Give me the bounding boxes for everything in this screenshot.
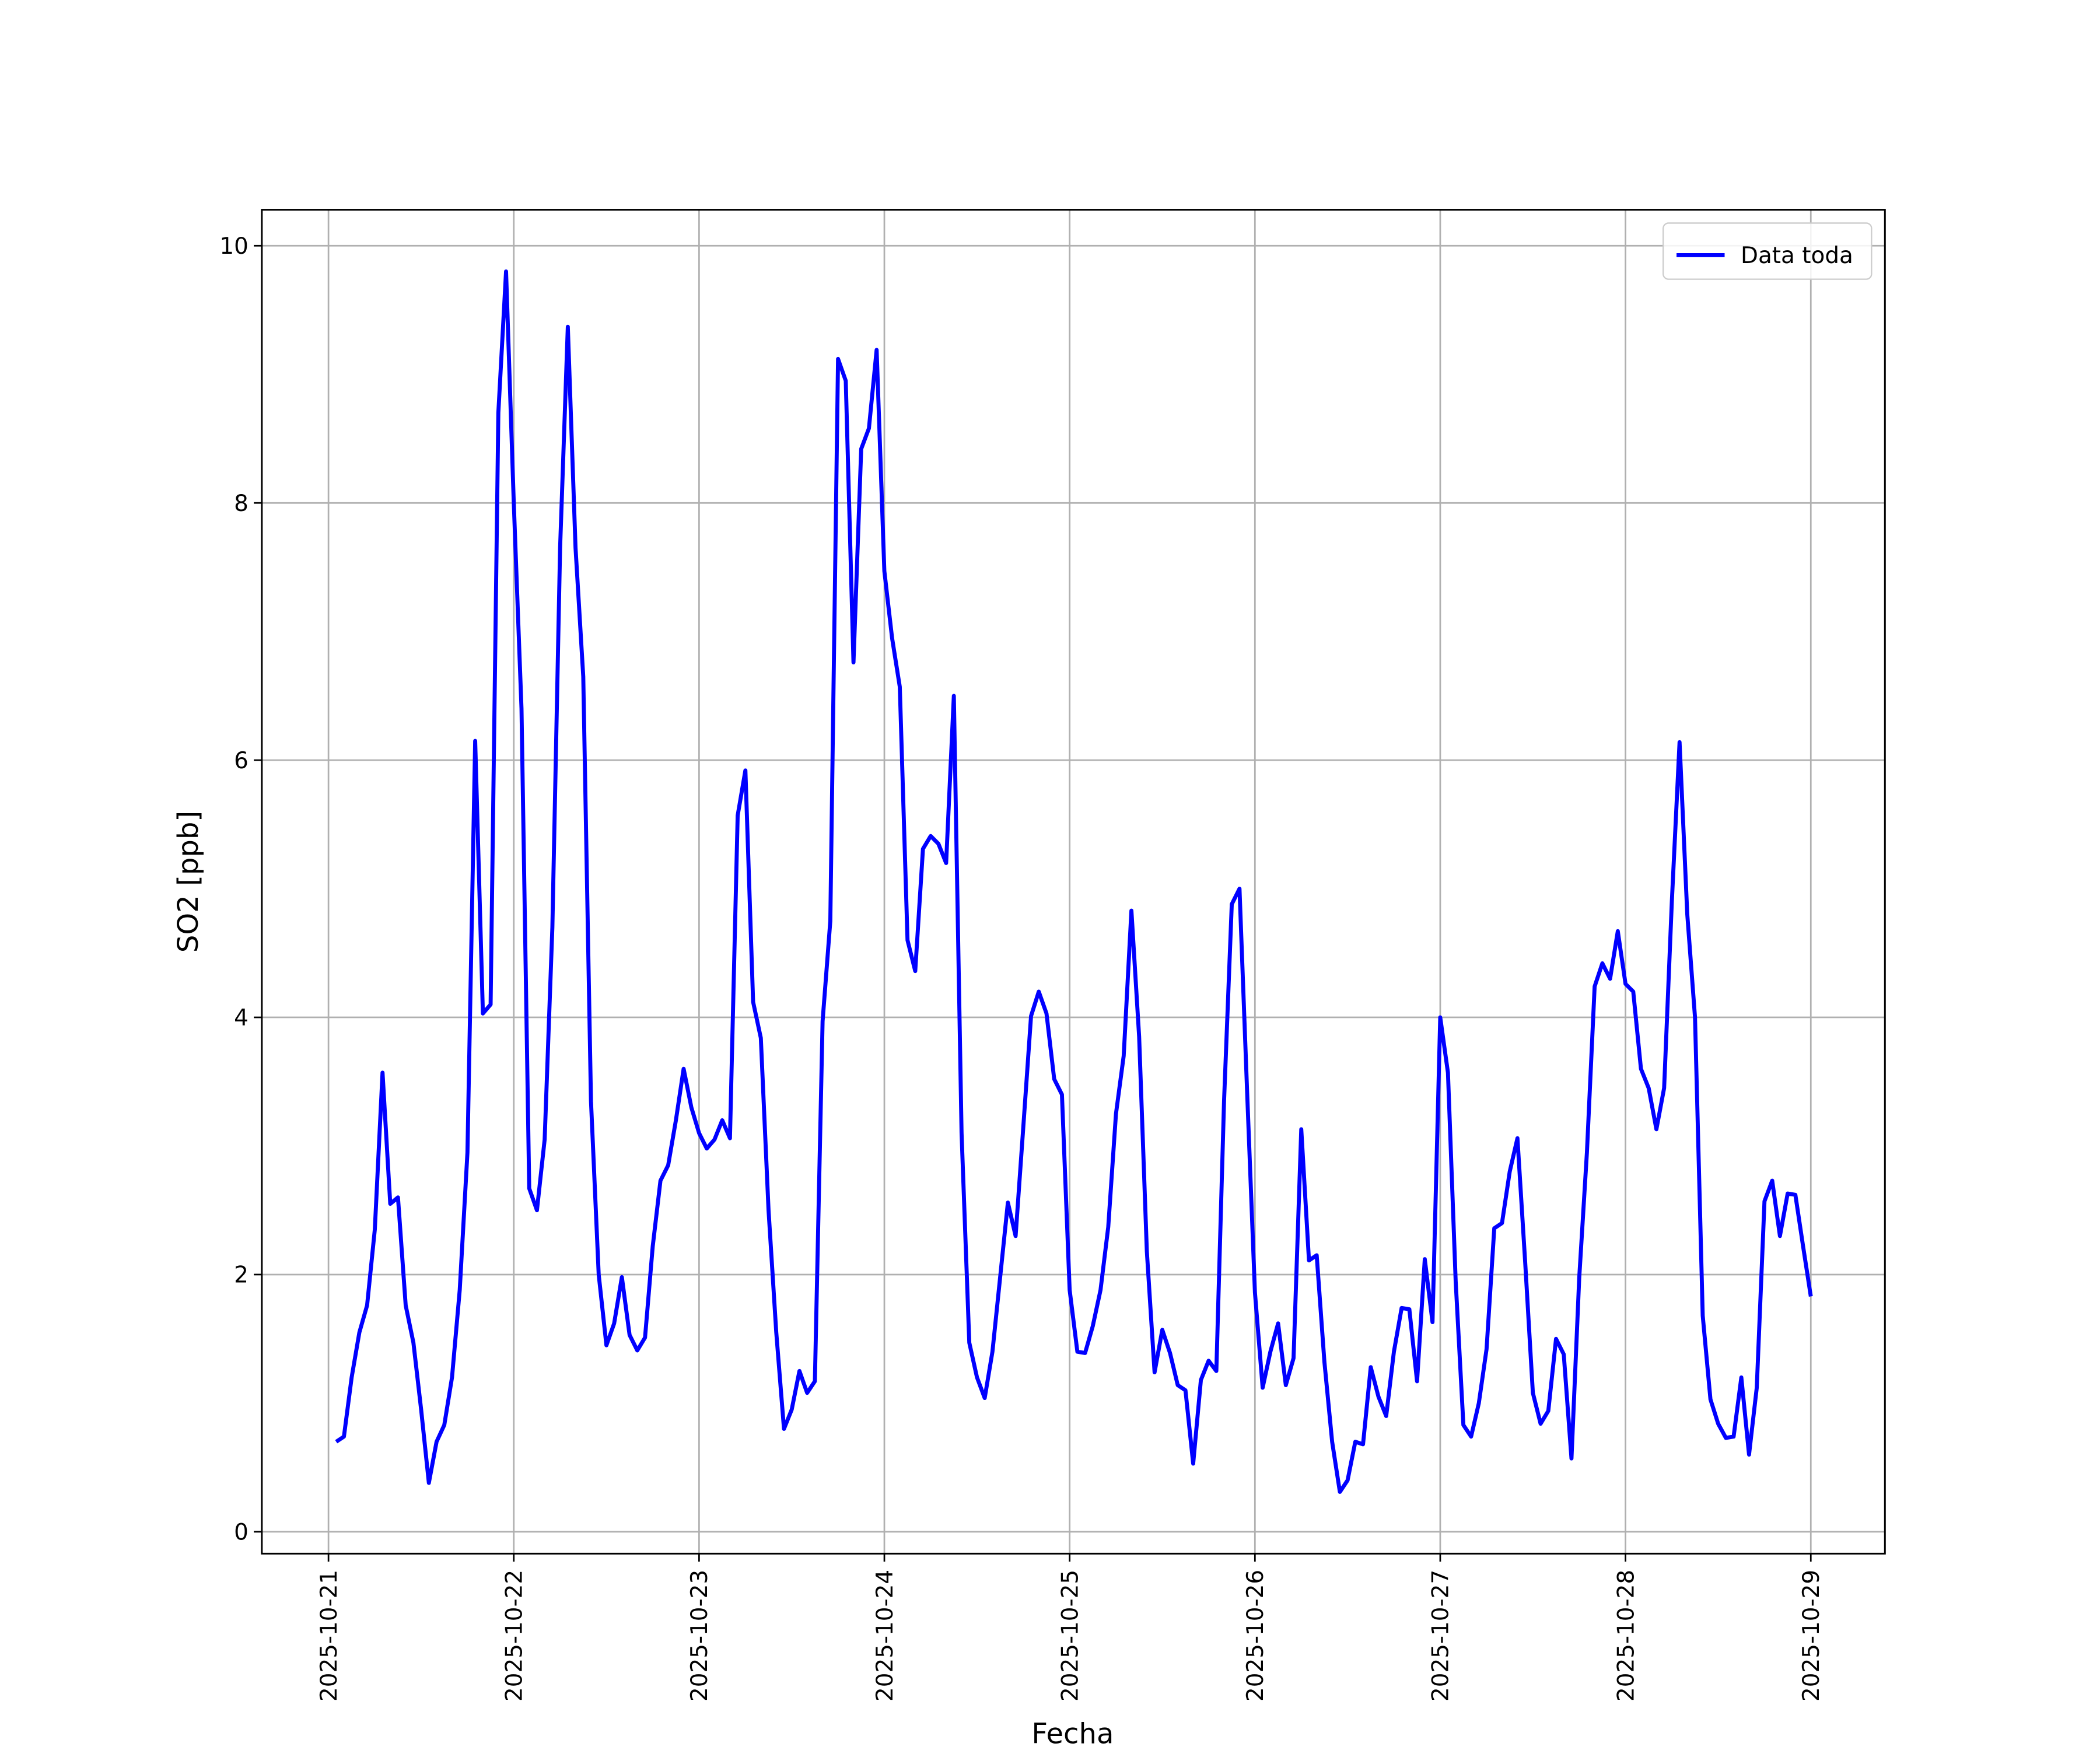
x-tick-label: 2025-10-29 [1798, 1570, 1825, 1702]
y-tick-label: 2 [234, 1262, 249, 1289]
x-tick-label: 2025-10-22 [501, 1570, 527, 1702]
x-tick-label: 2025-10-27 [1428, 1570, 1454, 1702]
plot-frame [261, 209, 1886, 1555]
x-tick-label: 2025-10-23 [687, 1570, 713, 1702]
x-tick-label: 2025-10-24 [872, 1570, 898, 1702]
legend-label: Data toda [1741, 243, 1853, 269]
y-axis-label: SO2 [ppb] [172, 811, 205, 953]
x-tick-label: 2025-10-21 [316, 1570, 342, 1702]
y-tick-label: 4 [234, 1005, 249, 1031]
y-tick-label: 8 [234, 491, 249, 517]
y-tick-label: 6 [234, 748, 249, 774]
x-axis-label: Fecha [1031, 1718, 1114, 1750]
legend-box [1662, 222, 1873, 280]
x-tick-label: 2025-10-28 [1613, 1570, 1639, 1702]
x-tick-label: 2025-10-25 [1057, 1570, 1083, 1702]
data-line [335, 269, 1813, 1494]
y-tick-label: 10 [219, 233, 249, 260]
y-tick-label: 0 [234, 1520, 249, 1546]
x-tick-label: 2025-10-26 [1242, 1570, 1269, 1702]
